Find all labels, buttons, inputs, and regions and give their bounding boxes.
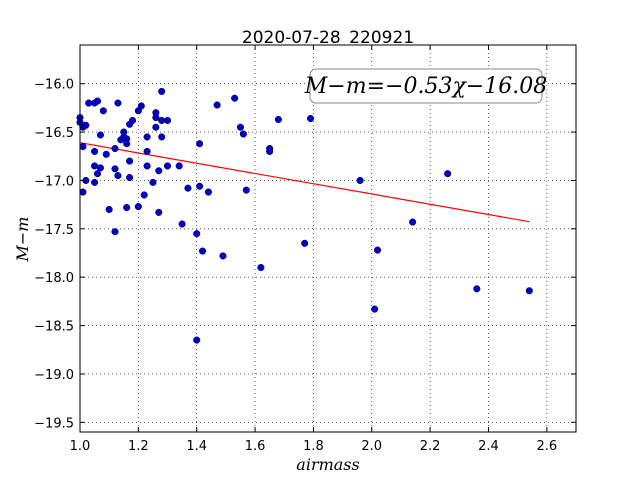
plot-frame: [79, 44, 577, 433]
data-point: [126, 173, 134, 182]
data-point: [123, 203, 131, 212]
data-point: [155, 167, 163, 175]
y-tick-label: −19.5: [34, 416, 74, 431]
data-point: [152, 114, 160, 122]
fit-equation-box: M−m=−0.53χ−16.08: [304, 68, 547, 104]
data-point: [198, 247, 207, 255]
y-axis-ticks: −16.0 −16.5 −17.0 −17.5 −18.0 −18.5 −19.0 −19.5: [34, 78, 576, 431]
y-tick-label: −17.0: [34, 174, 74, 189]
x-axis-label: airmass: [296, 455, 359, 474]
data-point: [149, 178, 157, 186]
data-point: [158, 133, 166, 141]
data-point: [143, 147, 151, 155]
x-tick-label: 1.8: [303, 439, 324, 454]
data-point: [163, 162, 172, 170]
data-point: [196, 140, 204, 148]
data-point: [371, 305, 379, 313]
data-point: [193, 336, 201, 344]
data-point: [178, 220, 186, 228]
x-tick-label: 1.0: [70, 439, 91, 454]
data-point: [93, 170, 102, 178]
x-tick-label: 1.6: [245, 439, 266, 454]
x-tick-label: 2.0: [361, 439, 382, 454]
x-tick-label: 2.2: [420, 439, 441, 454]
data-point: [158, 87, 166, 95]
y-tick-label: −18.0: [34, 271, 74, 286]
data-point: [163, 116, 172, 125]
data-point: [137, 102, 145, 110]
y-tick-label: −17.5: [34, 223, 74, 238]
data-point: [91, 178, 99, 186]
data-point: [257, 263, 265, 272]
data-point: [409, 218, 417, 226]
data-point: [111, 144, 119, 153]
chart-title: 2020-07-28_220921: [242, 28, 414, 48]
grid: [79, 45, 576, 432]
data-point: [213, 101, 221, 109]
x-axis-ticks: 1.0 1.2 1.4 1.6 1.8 2.0 2.2 2.4 2.6: [70, 45, 557, 454]
data-point: [184, 184, 192, 192]
x-tick-label: 2.4: [478, 439, 499, 454]
data-point: [79, 188, 87, 196]
y-tick-label: −19.0: [34, 368, 74, 383]
data-point: [123, 140, 131, 148]
fit-line: [79, 142, 530, 223]
data-point: [196, 182, 204, 190]
data-point: [82, 121, 90, 129]
y-tick-label: −18.5: [34, 320, 74, 335]
plot-area: [80, 45, 576, 432]
y-axis-label: M−m: [13, 217, 32, 263]
data-point: [143, 162, 151, 170]
data-point: [356, 176, 364, 184]
data-point: [444, 170, 452, 178]
data-point: [99, 107, 107, 115]
data-point: [111, 165, 119, 173]
data-point: [114, 172, 122, 180]
data-point: [239, 130, 247, 138]
data-point: [155, 208, 163, 216]
data-point: [231, 94, 239, 102]
data-point: [193, 230, 201, 238]
data-point: [143, 133, 151, 141]
x-tick-label: 1.2: [128, 439, 149, 454]
data-points: [76, 87, 533, 344]
data-point: [242, 186, 250, 194]
data-point: [126, 157, 134, 165]
data-point: [102, 150, 110, 158]
data-point: [204, 188, 212, 196]
fit-line-layer: [79, 142, 530, 223]
data-point: [96, 131, 104, 139]
data-point: [128, 116, 137, 125]
data-point: [175, 162, 183, 170]
data-point: [266, 144, 274, 153]
y-tick-label: −16.0: [34, 78, 74, 93]
data-point: [301, 239, 309, 247]
data-point: [79, 143, 87, 151]
fit-equation-text: M−m=−0.53χ−16.08: [304, 74, 547, 99]
data-point: [114, 99, 122, 107]
data-point: [525, 287, 533, 295]
data-point: [374, 246, 382, 254]
data-point: [134, 203, 142, 211]
fit-equation-frame: [309, 68, 543, 104]
data-point: [111, 228, 119, 236]
x-tick-label: 1.4: [186, 439, 207, 454]
data-point: [105, 205, 113, 214]
data-point: [91, 147, 99, 155]
data-point: [306, 114, 315, 123]
x-tick-label: 2.6: [536, 439, 557, 454]
data-point: [219, 252, 227, 260]
data-point: [120, 128, 128, 136]
data-point: [140, 191, 148, 199]
data-point: [93, 97, 102, 105]
data-point: [473, 285, 481, 293]
data-point: [96, 164, 104, 172]
data-point: [274, 115, 282, 124]
y-tick-label: −16.5: [34, 126, 74, 141]
data-point: [236, 123, 245, 131]
data-point: [152, 123, 160, 131]
